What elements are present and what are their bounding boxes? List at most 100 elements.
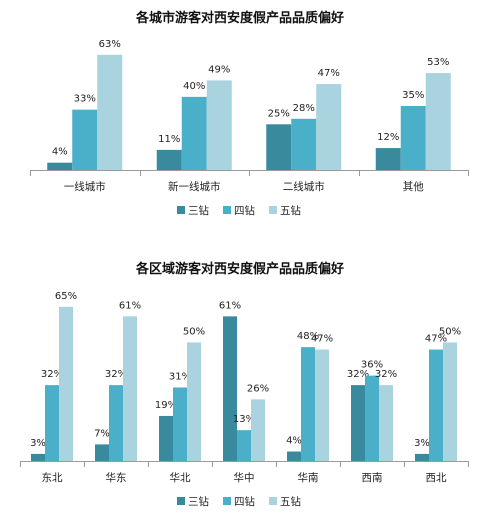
data-label: 31% [169, 371, 191, 382]
bar [316, 84, 342, 170]
legend-item: 三钻 [177, 495, 209, 508]
bar [287, 451, 301, 461]
legend-label: 三钻 [188, 204, 209, 217]
bar [375, 148, 401, 170]
data-label: 53% [427, 57, 449, 68]
legend-swatch [269, 206, 277, 214]
legend-swatch [269, 497, 277, 505]
data-label: 35% [402, 90, 424, 101]
data-label: 50% [439, 326, 461, 337]
data-label: 32% [347, 369, 369, 380]
bar [95, 444, 109, 461]
data-label: 33% [74, 94, 96, 105]
bar [181, 96, 207, 170]
legend-item: 五钻 [269, 204, 301, 217]
data-label: 25% [268, 108, 290, 119]
data-label: 32% [105, 369, 127, 380]
bar [109, 385, 123, 461]
data-label: 12% [377, 132, 399, 143]
category-label: 东北 [42, 471, 63, 484]
bar [237, 430, 251, 461]
legend-item: 四钻 [223, 204, 255, 217]
category-label: 二线城市 [283, 180, 325, 193]
bar [351, 385, 365, 461]
data-label: 4% [52, 147, 68, 158]
legend-swatch [177, 497, 185, 505]
category-label: 新一线城市 [168, 180, 221, 193]
category-label: 西南 [362, 471, 383, 484]
data-label: 36% [361, 360, 383, 371]
bar [173, 387, 187, 461]
chart-title: 各城市游客对西安度假产品品质偏好 [135, 10, 344, 26]
bar [159, 415, 173, 461]
bar [156, 149, 182, 170]
bar [425, 73, 451, 170]
bar [31, 453, 45, 461]
chart-title: 各区域游客对西安度假产品品质偏好 [135, 261, 344, 277]
data-label: 28% [293, 103, 315, 114]
data-label: 11% [158, 134, 180, 145]
bar [251, 399, 265, 461]
bar [379, 385, 393, 461]
bar [47, 162, 73, 170]
category-label: 其他 [403, 180, 424, 193]
data-label: 49% [208, 64, 230, 75]
data-label: 50% [183, 326, 205, 337]
legend-label: 四钻 [234, 204, 255, 217]
legend-item: 三钻 [177, 204, 209, 217]
legend-label: 五钻 [280, 204, 301, 217]
data-label: 47% [425, 334, 447, 345]
region-chart: 各区域游客对西安度假产品品质偏好 3% 32% 65% 东北 7% 32% 61% 华东 19%… [20, 261, 469, 508]
bar [72, 109, 98, 170]
legend-item: 五钻 [269, 495, 301, 508]
data-label: 3% [414, 438, 430, 449]
data-label: 7% [94, 428, 110, 439]
data-label: 26% [247, 383, 269, 394]
legend-label: 五钻 [280, 495, 301, 508]
bar [187, 342, 201, 461]
data-label: 48% [297, 331, 319, 342]
data-label: 32% [41, 369, 63, 380]
data-label: 40% [183, 81, 205, 92]
bar [266, 124, 292, 170]
bar [400, 106, 426, 170]
data-label: 3% [30, 438, 46, 449]
bar [206, 80, 232, 170]
bar [443, 342, 457, 461]
legend-swatch [223, 206, 231, 214]
data-label: 19% [155, 400, 177, 411]
data-label: 47% [311, 334, 333, 345]
bar [429, 349, 443, 461]
legend-swatch [223, 497, 231, 505]
data-label: 13% [233, 414, 255, 425]
legend-item: 四钻 [223, 495, 255, 508]
bar [223, 316, 237, 461]
data-label: 32% [375, 369, 397, 380]
city-chart: 各城市游客对西安度假产品品质偏好 4% 33% 63% 一线城市 11% 40%49% 新一… [30, 10, 469, 217]
bar [123, 316, 137, 461]
category-label: 西北 [426, 472, 447, 484]
data-label: 61% [219, 300, 241, 311]
legend-swatch [177, 206, 185, 214]
category-label: 华中 [234, 471, 255, 484]
bar [365, 375, 379, 461]
bar [415, 453, 429, 461]
category-label: 华北 [170, 471, 191, 484]
legend-label: 三钻 [188, 495, 209, 508]
data-label: 47% [318, 68, 340, 79]
data-label: 4% [286, 436, 302, 447]
category-label: 一线城市 [64, 180, 106, 193]
bar [315, 349, 329, 461]
data-label: 61% [119, 300, 141, 311]
data-label: 65% [55, 291, 77, 302]
data-label: 63% [99, 39, 121, 50]
category-label: 华南 [298, 471, 319, 484]
category-label: 华东 [106, 471, 127, 484]
bar [45, 385, 59, 461]
bar [301, 347, 315, 461]
bar [59, 306, 73, 461]
bar [97, 54, 123, 170]
legend-label: 四钻 [234, 495, 255, 508]
bar [291, 118, 317, 170]
